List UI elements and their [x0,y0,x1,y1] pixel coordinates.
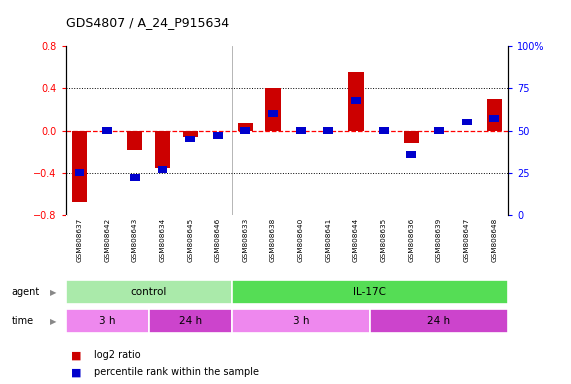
Bar [348,73,364,131]
Text: log2 ratio: log2 ratio [94,350,141,360]
Bar [323,127,333,134]
Text: GSM808645: GSM808645 [187,218,193,262]
Bar [370,309,508,333]
Bar [489,115,499,122]
Bar [183,131,198,137]
Text: GSM808646: GSM808646 [215,218,221,262]
Text: GSM808648: GSM808648 [492,218,497,262]
Text: GSM808640: GSM808640 [297,218,304,262]
Bar [75,169,85,176]
Bar [185,136,195,142]
Text: time: time [11,316,34,326]
Text: 3 h: 3 h [292,316,309,326]
Bar [240,127,251,134]
Text: control: control [130,287,167,297]
Text: GSM808639: GSM808639 [436,218,442,262]
Text: ▶: ▶ [50,288,56,297]
Bar [404,131,419,143]
Text: GSM808638: GSM808638 [270,218,276,262]
Bar [72,131,87,202]
Text: 24 h: 24 h [428,316,451,326]
Text: percentile rank within the sample: percentile rank within the sample [94,367,259,377]
Bar [130,174,140,181]
Bar [268,110,278,117]
Bar [213,132,223,139]
Text: GSM808636: GSM808636 [408,218,415,262]
Bar [158,166,167,173]
Text: GSM808643: GSM808643 [132,218,138,262]
Bar [462,119,472,126]
Text: GSM808644: GSM808644 [353,218,359,262]
Bar [232,309,370,333]
Text: GSM808641: GSM808641 [325,218,331,262]
Text: ▶: ▶ [50,316,56,326]
Text: agent: agent [11,287,39,297]
Bar [66,280,232,304]
Bar [148,309,232,333]
Text: 3 h: 3 h [99,316,115,326]
Bar [379,127,389,134]
Text: ■: ■ [71,350,82,360]
Bar [434,127,444,134]
Bar [232,280,508,304]
Bar [155,131,170,167]
Bar [102,127,112,134]
Text: GSM808635: GSM808635 [381,218,387,262]
Bar [66,309,148,333]
Text: IL-17C: IL-17C [353,287,387,297]
Bar [407,151,416,157]
Bar [266,88,281,131]
Bar [127,131,142,150]
Text: GDS4807 / A_24_P915634: GDS4807 / A_24_P915634 [66,16,229,29]
Text: GSM808634: GSM808634 [159,218,166,262]
Bar [351,97,361,104]
Text: GSM808647: GSM808647 [464,218,470,262]
Bar [238,123,253,131]
Bar [486,99,502,131]
Text: GSM808642: GSM808642 [104,218,110,262]
Text: GSM808637: GSM808637 [77,218,82,262]
Text: ■: ■ [71,367,82,377]
Text: GSM808633: GSM808633 [243,218,248,262]
Bar [296,127,305,134]
Text: 24 h: 24 h [179,316,202,326]
